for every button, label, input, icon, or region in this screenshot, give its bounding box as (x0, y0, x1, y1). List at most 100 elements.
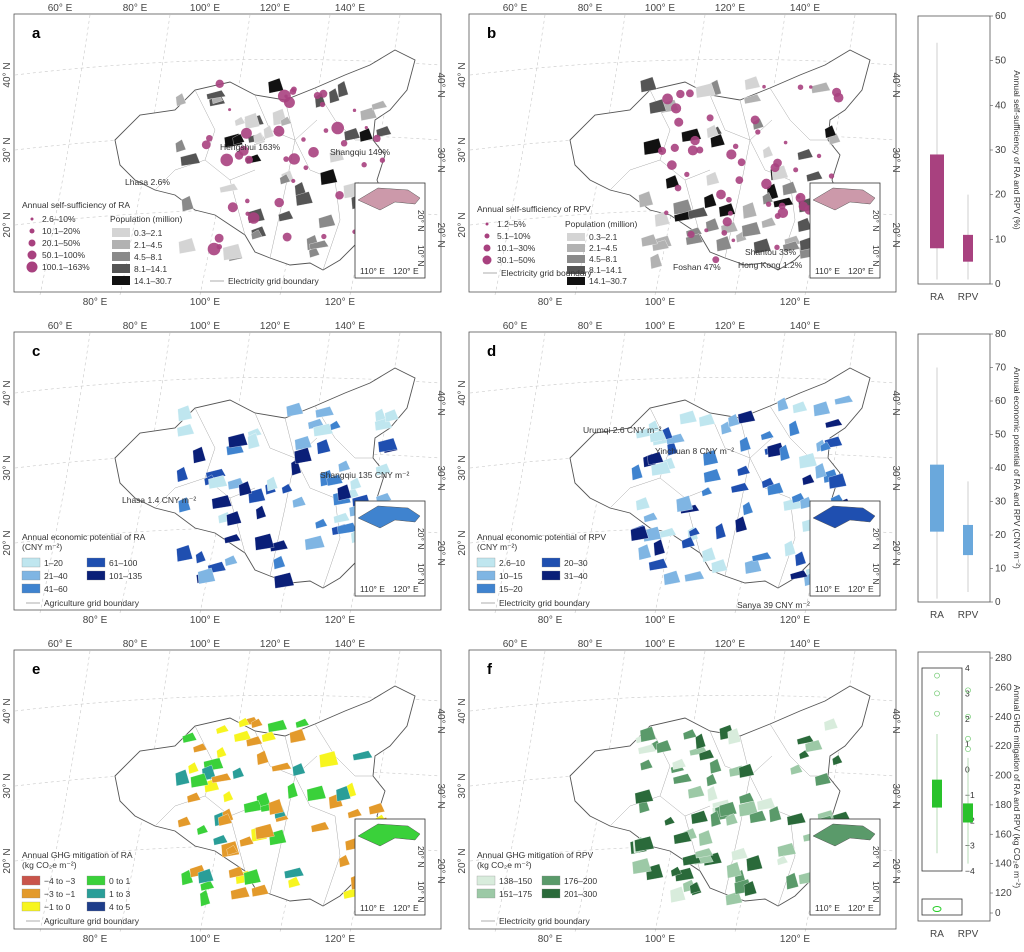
outlier (965, 687, 971, 694)
lon-tick-bottom: 100° E (190, 934, 220, 945)
boxplot-frame (917, 651, 991, 922)
annotation-shantou: Shantou 33% (745, 247, 796, 257)
city-circle (670, 143, 679, 152)
south-china-sea-inset: 110° E 120° E 20° N 10° N (809, 818, 881, 916)
lon-tick-top: 140° E (335, 321, 365, 332)
region-fill (676, 495, 694, 513)
region-fill (698, 749, 715, 761)
legend-item-label: 1 to 3 (109, 889, 131, 899)
region-fill (320, 168, 338, 186)
city-circle (247, 212, 260, 224)
boundary-legend-label: Electricity grid boundary (501, 268, 592, 278)
region-fill (702, 449, 719, 467)
region-fill (738, 792, 755, 805)
city-circle (687, 230, 695, 239)
city-circle (750, 115, 760, 125)
city-circle (241, 127, 252, 139)
legend-item-label: 2.6–10 (499, 558, 525, 568)
region-fill (715, 522, 727, 540)
y-tick-label-right: 260 (995, 682, 1012, 693)
box-rpv (963, 234, 973, 262)
lon-tick-top: 60° E (48, 639, 73, 650)
city-circle (289, 88, 297, 95)
boundary-legend-label: Agriculture grid boundary (44, 598, 140, 608)
region-fill (653, 538, 666, 557)
map-frame (468, 649, 897, 930)
region-fill (794, 551, 807, 567)
lon-tick-top: 60° E (503, 3, 528, 14)
legend-item-label: 31–40 (564, 571, 588, 581)
region-fill (253, 131, 265, 144)
region-fill (706, 773, 718, 787)
city-circle (340, 140, 348, 147)
lat-tick-right: 30° N (435, 465, 446, 490)
lat-tick-right: 40° N (890, 390, 901, 415)
grid-boundary-line (322, 815, 341, 907)
region-fill (287, 876, 301, 889)
region-fill (294, 435, 312, 451)
region-fill (804, 739, 823, 753)
region-fill (304, 535, 325, 551)
region-fill (232, 133, 245, 146)
y-tick-label: 80 (995, 329, 1007, 340)
legend-item-label: 10–15 (499, 571, 523, 581)
grid-boundary-line (284, 735, 336, 817)
region-fill (779, 444, 791, 462)
city-circle (670, 103, 682, 114)
lon-tick-top: 140° E (335, 639, 365, 650)
region-fill (706, 124, 719, 139)
region-fill (222, 243, 243, 261)
region-fill (328, 87, 340, 104)
city-circle (726, 149, 737, 160)
city-circle (220, 153, 234, 167)
population-swatch (112, 240, 130, 249)
region-fill (278, 210, 294, 222)
grid-boundary-line (724, 139, 751, 259)
region-fill (664, 816, 676, 826)
legend-item-label: 10.1–20% (42, 226, 81, 236)
region-fill (188, 761, 199, 775)
region-fill (709, 758, 722, 774)
city-circle (664, 210, 669, 215)
region-fill (832, 754, 843, 766)
legend-title: Annual self-sufficiency of RPV (477, 204, 591, 214)
region-fill (737, 465, 751, 477)
population-swatch (112, 252, 130, 261)
y-tick-label-right: 200 (995, 771, 1012, 782)
region-fill (706, 171, 720, 187)
region-fill (230, 886, 250, 900)
lon-tick-top: 100° E (190, 639, 220, 650)
region-fill (742, 201, 757, 220)
lon-tick-bottom: 100° E (645, 615, 675, 626)
lon-tick-bottom: 120° E (325, 297, 355, 308)
legend-item-label: 4 to 5 (109, 902, 131, 912)
lat-tick-left: 20° N (2, 848, 13, 873)
grid-boundary-line (609, 159, 661, 191)
lon-tick-bottom: 80° E (83, 297, 108, 308)
legend-item-label: 20.1–50% (42, 238, 81, 248)
lon-tick-top: 80° E (578, 3, 603, 14)
region-fill (811, 82, 831, 94)
city-circle (667, 160, 677, 170)
inset-lat: 10° N (416, 563, 426, 584)
city-circle (704, 228, 709, 233)
y-tick-label: 10 (995, 564, 1007, 575)
population-item-label: 14.1–30.7 (134, 276, 172, 286)
legend-swatch (476, 557, 496, 568)
inset-lat: 20° N (871, 210, 881, 231)
region-fill (177, 404, 193, 422)
region-fill (788, 420, 800, 437)
box-ra (930, 154, 944, 249)
region-fill (175, 139, 187, 153)
panel-e: 60° E 80° E 100° E 120° E 140° E 80° E 100° E 1… (0, 636, 455, 947)
legend-item-label: 5.1–10% (497, 231, 531, 241)
region-fill (375, 463, 391, 476)
legend-item-label: 201–300 (564, 889, 597, 899)
region-fill (295, 718, 310, 729)
lat-tick-left: 20° N (457, 848, 468, 873)
y-tick-label-inner: 1 (965, 739, 970, 749)
y-tick-label: 20 (995, 530, 1007, 541)
city-circle (706, 114, 714, 122)
category-label: RPV (958, 929, 979, 940)
lon-tick-top: 120° E (260, 639, 290, 650)
